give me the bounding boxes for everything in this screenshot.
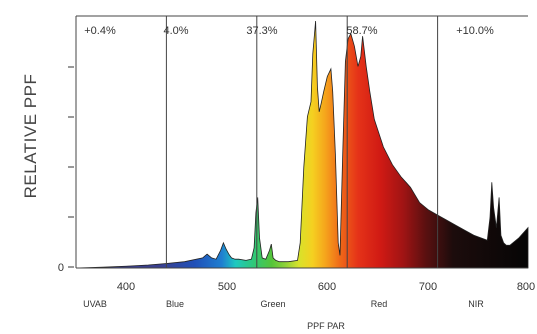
region-dividers <box>165 16 439 268</box>
band-name-nir: NIR <box>468 299 484 309</box>
spectrum-area <box>75 20 529 269</box>
y-tick-marks <box>68 66 74 268</box>
band-name-green: Green <box>260 299 285 309</box>
x-tick-label: 800 <box>517 281 535 293</box>
x-axis-label: PPF PAR <box>307 321 345 331</box>
y-axis-label: RELATIVE PPF <box>21 74 40 199</box>
x-tick-label: 500 <box>218 281 236 293</box>
x-tick-label: 700 <box>419 281 437 293</box>
region-percent-red: 58.7% <box>346 25 377 37</box>
x-tick-label: 400 <box>117 281 135 293</box>
band-name-uvab: UVAB <box>83 299 107 309</box>
region-percent-nir: +10.0% <box>456 25 494 37</box>
y-tick-label: 0 <box>58 262 64 274</box>
band-name-blue: Blue <box>166 299 184 309</box>
region-percent-green: 37.3% <box>246 25 277 37</box>
region-percent-uvab: +0.4% <box>84 25 116 37</box>
plot-frame <box>75 15 528 269</box>
band-name-red: Red <box>371 299 388 309</box>
x-tick-label: 600 <box>318 281 336 293</box>
region-percent-blue: 4.0% <box>163 25 188 37</box>
